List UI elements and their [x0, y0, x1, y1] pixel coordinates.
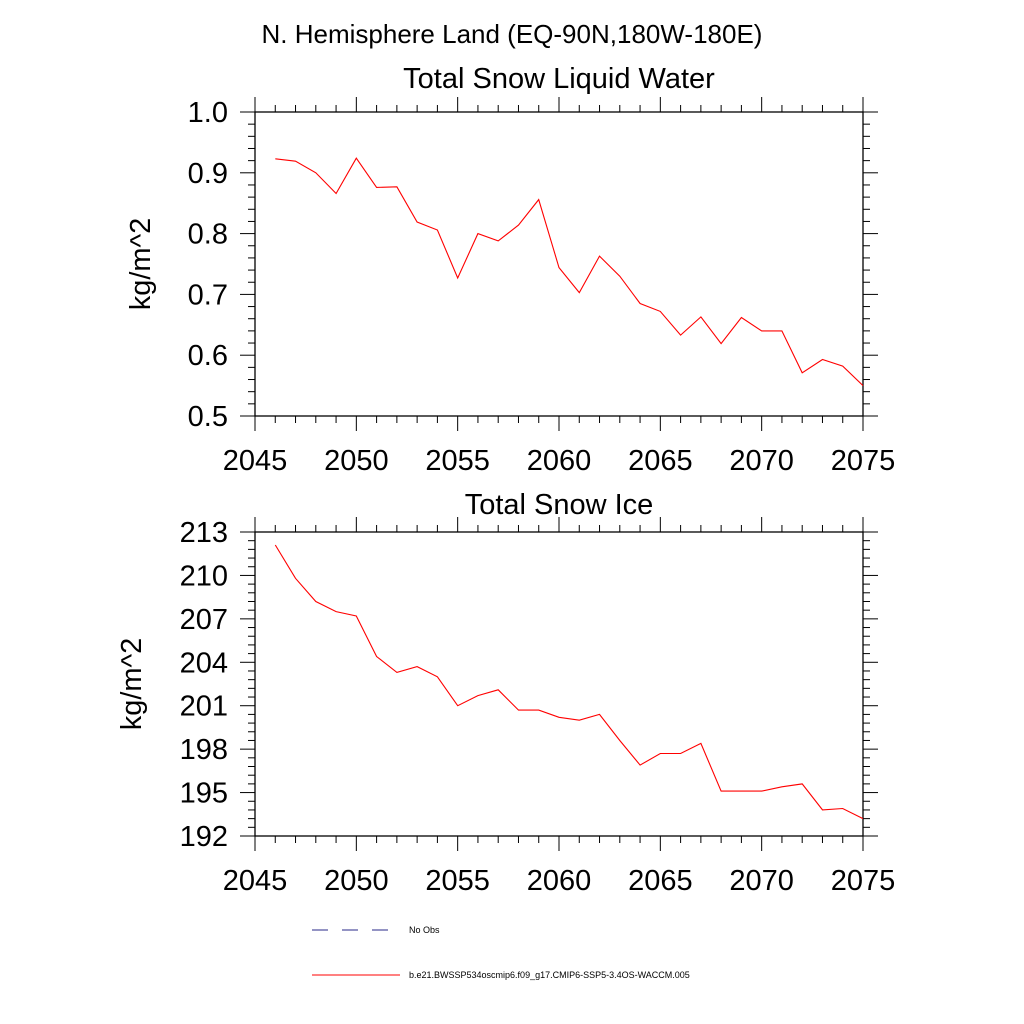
y-tick-label: 1.0 — [188, 97, 228, 129]
series-group — [274, 544, 864, 820]
x-tick-label: 2050 — [324, 445, 389, 477]
axis-ticks — [240, 517, 878, 851]
y-tick-label: 0.6 — [188, 340, 228, 372]
x-tick-label: 2070 — [729, 445, 794, 477]
series-line — [274, 544, 864, 820]
y-tick-label: 201 — [180, 691, 228, 723]
legend-obs-label: No Obs — [409, 925, 440, 935]
x-tick-labels: 2045 2050 2055 2060 2065 2070 2075 — [223, 865, 896, 897]
x-tick-label: 2075 — [831, 865, 896, 897]
chart-title: Total Snow Ice — [465, 489, 654, 521]
axis-ticks — [240, 97, 878, 431]
y-axis-label: kg/m^2 — [125, 218, 157, 311]
chart-panel-snow-ice: Total Snow Ice kg/m^2 192 195 198 201 204 207… — [116, 489, 895, 897]
plot-frame — [254, 111, 864, 417]
legend: No Obs b.e21.BWSSP534oscmip6.f09_g17.CMI… — [312, 925, 690, 980]
x-tick-labels: 2045 2050 2055 2060 2065 2070 2075 — [223, 445, 896, 477]
y-tick-labels: 192 195 198 201 204 207 210 213 — [180, 517, 228, 853]
y-tick-label: 204 — [180, 647, 228, 679]
main-title: N. Hemisphere Land (EQ-90N,180W-180E) — [262, 19, 763, 49]
x-tick-label: 2060 — [527, 445, 592, 477]
y-tick-label: 195 — [180, 778, 228, 810]
y-tick-label: 192 — [180, 821, 228, 853]
x-tick-label: 2050 — [324, 865, 389, 897]
y-tick-labels: 0.5 0.6 0.7 0.8 0.9 1.0 — [188, 97, 228, 433]
chart-panel-snow-liquid-water: Total Snow Liquid Water kg/m^2 0.5 0.6 0.7… — [125, 63, 895, 477]
series-group — [275, 157, 864, 386]
y-tick-label: 213 — [180, 517, 228, 549]
series-line — [275, 157, 864, 386]
x-tick-label: 2045 — [223, 865, 288, 897]
y-tick-label: 207 — [180, 604, 228, 636]
y-tick-label: 0.5 — [188, 401, 228, 433]
x-tick-label: 2070 — [729, 865, 794, 897]
x-tick-label: 2065 — [628, 865, 693, 897]
legend-series-label: b.e21.BWSSP534oscmip6.f09_g17.CMIP6-SSP5… — [409, 970, 690, 980]
y-tick-label: 0.8 — [188, 219, 228, 251]
y-tick-label: 0.7 — [188, 279, 228, 311]
plot-frame — [254, 531, 864, 837]
x-tick-label: 2065 — [628, 445, 693, 477]
x-tick-label: 2075 — [831, 445, 896, 477]
x-tick-label: 2055 — [425, 445, 490, 477]
x-tick-label: 2055 — [425, 865, 490, 897]
x-tick-label: 2045 — [223, 445, 288, 477]
y-tick-label: 0.9 — [188, 158, 228, 190]
y-tick-label: 210 — [180, 560, 228, 592]
y-tick-label: 198 — [180, 734, 228, 766]
x-tick-label: 2060 — [527, 865, 592, 897]
y-axis-label: kg/m^2 — [116, 638, 148, 731]
chart-title: Total Snow Liquid Water — [403, 63, 715, 95]
